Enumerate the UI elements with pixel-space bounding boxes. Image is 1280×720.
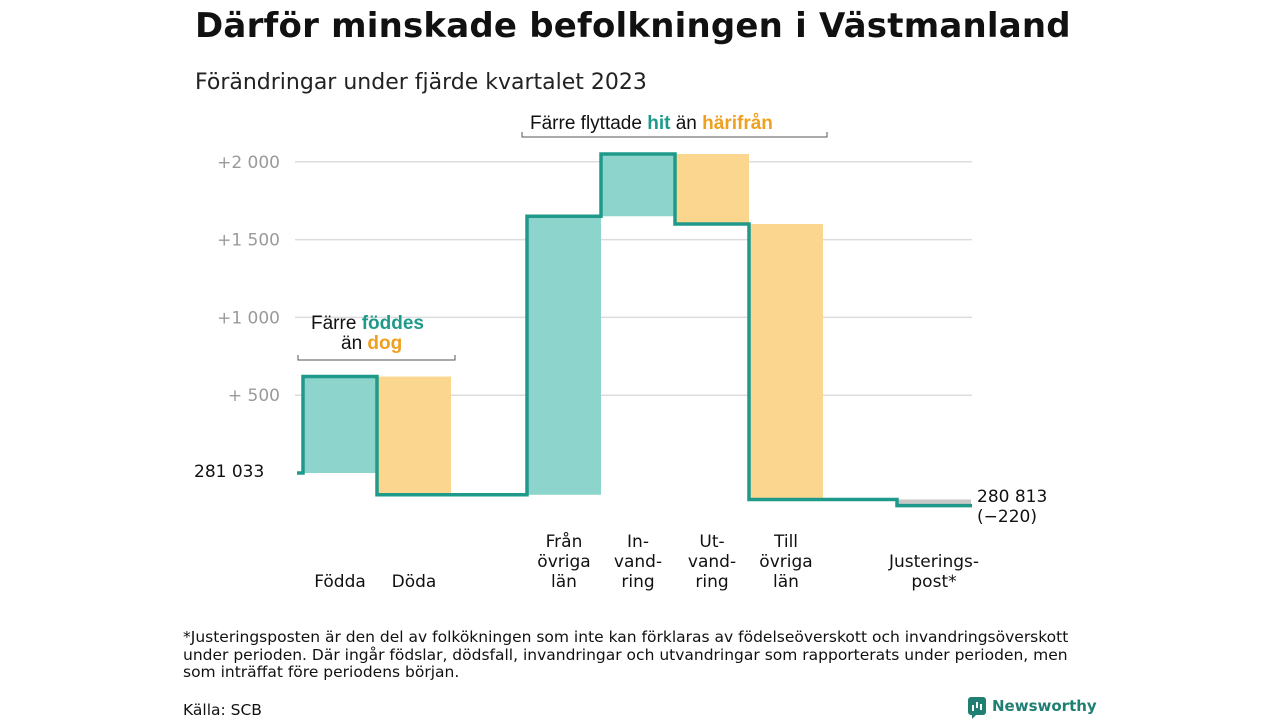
category-label-2: Döda <box>369 572 459 592</box>
category-label-3-line-1: Från <box>545 532 583 552</box>
brand-name: Newsworthy <box>992 697 1097 715</box>
category-label-5-line-3: ring <box>695 572 729 592</box>
bar-4 <box>601 154 675 217</box>
bar-5 <box>675 154 749 225</box>
end-label: 280 813 (−220) <box>977 487 1047 527</box>
category-label-4-line-1: In- <box>627 532 649 552</box>
category-label-6-line-1: Till <box>773 532 799 552</box>
chart-subtitle: Förändringar under fjärde kvartalet 2023 <box>195 70 647 95</box>
annotation-births-prefix: Färre <box>311 313 357 334</box>
annotation-births-line1: Färre föddes <box>311 313 424 335</box>
category-label-7-line-1: Justerings- <box>889 552 980 572</box>
y-tick-label-3: +2 000 <box>217 153 280 173</box>
bar-chart-icon <box>968 697 986 719</box>
annotation-migration-prefix: Färre flyttade <box>530 113 642 134</box>
brand-logo: Newsworthy <box>968 697 1097 719</box>
cumulative-line <box>297 152 972 508</box>
annotation-migration-green: hit <box>647 113 671 134</box>
bar-6 <box>749 224 823 500</box>
bar-1 <box>303 376 377 473</box>
end-value-label: 280 813 <box>977 487 1048 507</box>
chart-title: Därför minskade befolkningen i Västmanla… <box>195 6 1071 46</box>
category-label-5: Ut-vand-ring <box>667 532 757 592</box>
category-label-6: Till övriga län <box>741 532 831 592</box>
category-label-2-line-1: Döda <box>391 572 437 592</box>
end-change-label: (−220) <box>977 507 1037 527</box>
bar-3 <box>527 216 601 495</box>
category-label-5-line-2: vand- <box>687 552 737 572</box>
y-tick-label-1: +1 000 <box>217 308 280 328</box>
category-label-6-line-2: övriga <box>759 552 813 572</box>
annotation-births-orange: dog <box>367 333 403 354</box>
bar-2 <box>377 376 451 495</box>
source-label: Källa: SCB <box>183 701 262 719</box>
y-tick-label-2: +1 500 <box>217 231 280 251</box>
y-tick-label-0: + 500 <box>228 386 280 406</box>
baseline-label: 281 033 <box>194 462 264 482</box>
annotation-births-green: föddes <box>361 313 424 334</box>
annotation-births-line2: än dog <box>341 333 402 355</box>
bar-7 <box>897 499 971 506</box>
category-label-6-line-3: län <box>773 572 799 592</box>
category-label-4-line-2: vand- <box>613 552 663 572</box>
footnote: *Justeringsposten är den del av folkökni… <box>183 628 1069 681</box>
annotation-births-mid: än <box>341 333 363 354</box>
category-label-4-line-3: ring <box>621 572 655 592</box>
category-label-3-line-2: övriga <box>537 552 591 572</box>
bracket-births <box>297 355 456 361</box>
bracket-migration <box>521 132 828 138</box>
category-label-7-line-2: post* <box>911 572 957 592</box>
category-label-1: Födda <box>295 572 385 592</box>
category-label-1-line-1: Födda <box>314 572 366 592</box>
category-label-4: In-vand-ring <box>593 532 683 592</box>
category-label-5-line-1: Ut- <box>699 532 725 552</box>
category-label-3-line-3: län <box>551 572 577 592</box>
category-label-3: Från övriga län <box>519 532 609 592</box>
annotation-migration: Färre flyttade hit än härifrån <box>530 113 773 135</box>
annotation-migration-mid: än <box>675 113 697 134</box>
category-label-7: Justerings-post* <box>889 552 979 592</box>
annotation-migration-orange: härifrån <box>702 113 773 134</box>
